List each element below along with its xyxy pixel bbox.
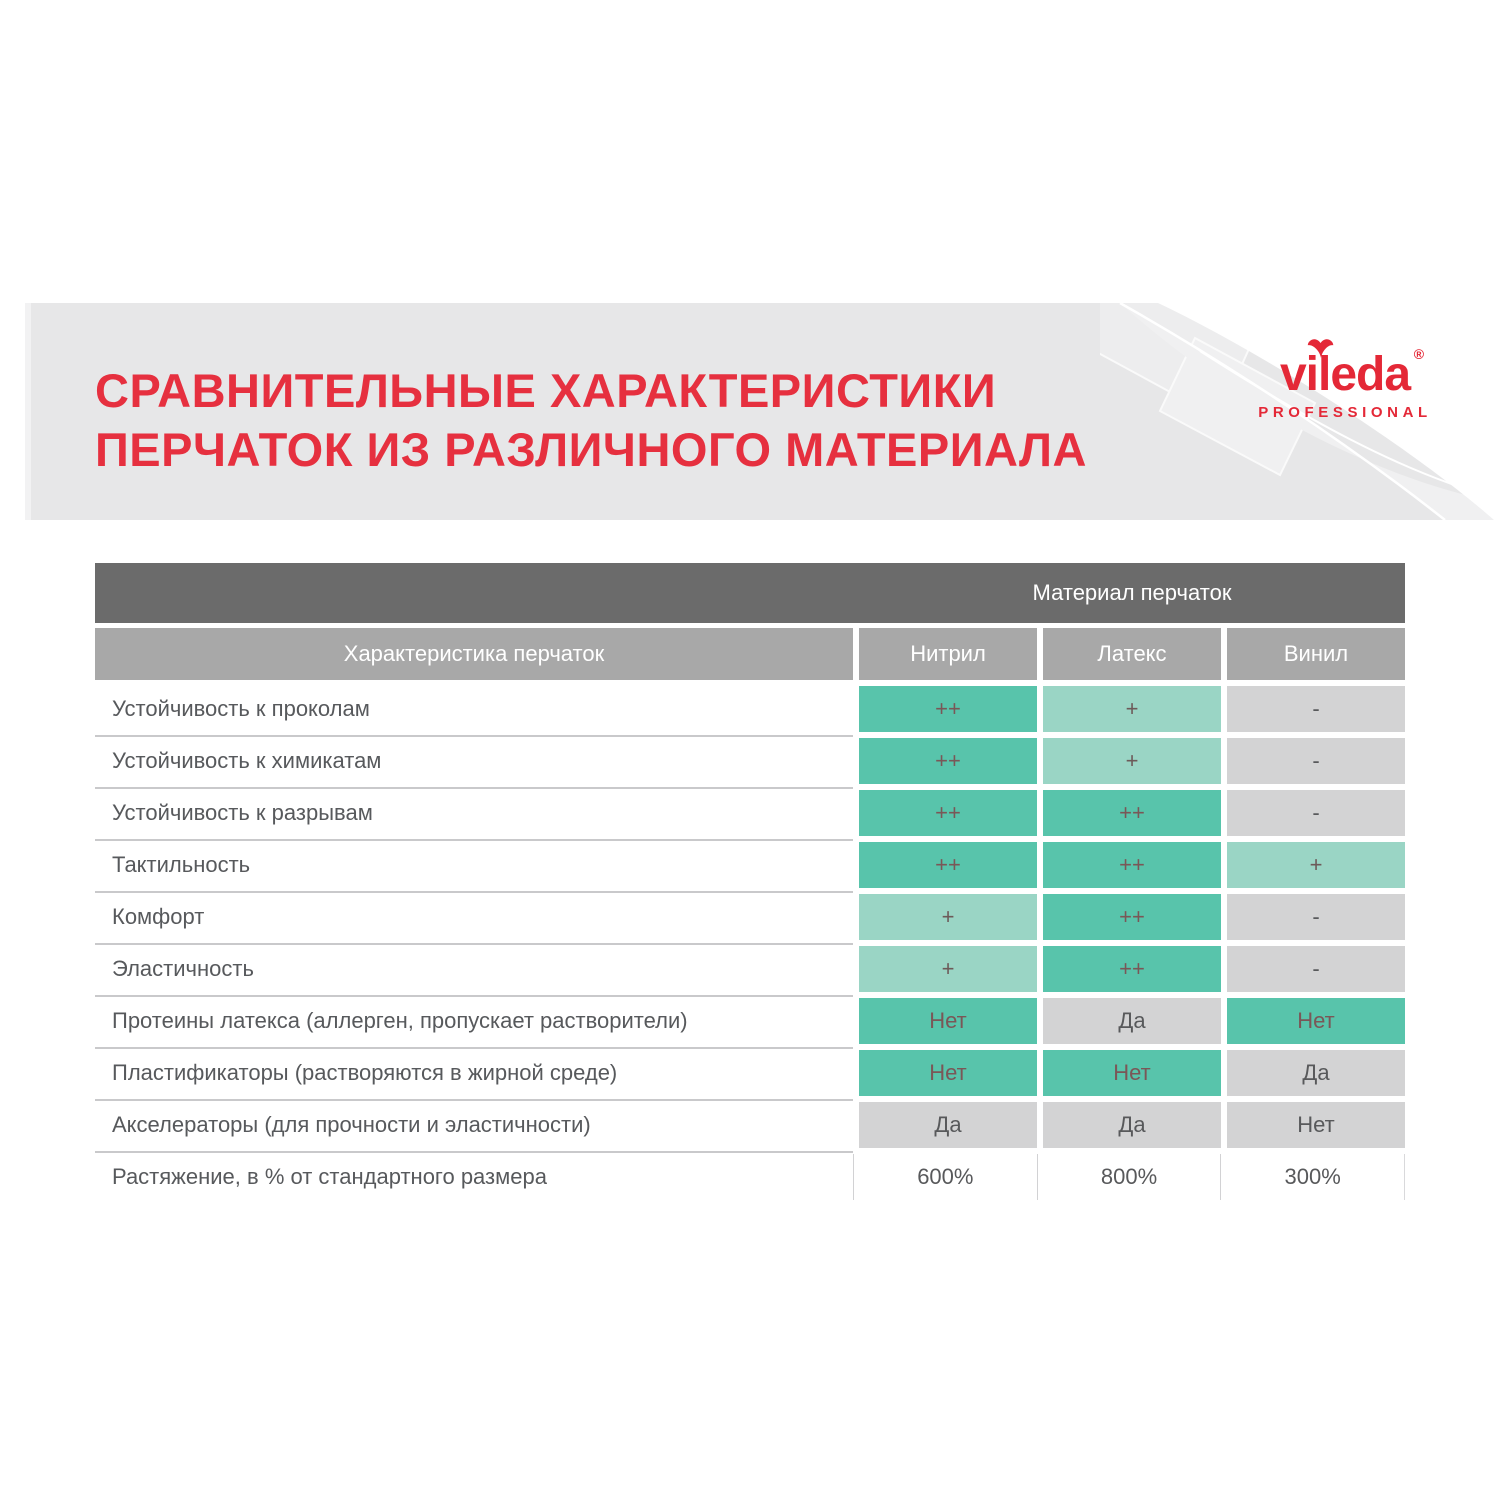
row-label: Устойчивость к химикатам: [95, 738, 853, 784]
value-cell: ++: [859, 738, 1037, 784]
table-row: Тактильность ++ ++ +: [95, 842, 1405, 893]
value-cell: +: [1227, 842, 1405, 888]
table-row: Комфорт + ++ -: [95, 894, 1405, 945]
banner-left-edge: [25, 303, 31, 520]
column-header-row: Характеристика перчаток Нитрил Латекс Ви…: [95, 628, 1405, 680]
value-cell: +: [859, 894, 1037, 940]
vileda-logo: vileda ® PROFESSIONAL: [1240, 339, 1450, 421]
characteristic-header-cell: Характеристика перчаток: [95, 628, 853, 680]
group-header-row: Материал перчаток: [95, 563, 1405, 623]
value-cell: Нет: [859, 1050, 1037, 1096]
swoosh-decoration: [1100, 303, 1500, 520]
row-label: Комфорт: [95, 894, 853, 940]
table-row: Растяжение, в % от стандартного размера …: [95, 1154, 1406, 1200]
group-header-label: Материал перчаток: [1032, 580, 1232, 605]
table-row: Эластичность + ++ -: [95, 946, 1405, 997]
butterfly-icon: [1307, 339, 1334, 358]
value-cell: Нет: [859, 998, 1037, 1044]
value-cell: +: [1043, 686, 1221, 732]
table-row: Акселераторы (для прочности и эластичнос…: [95, 1102, 1405, 1153]
value-cell: -: [1227, 790, 1405, 836]
value-cell: -: [1227, 686, 1405, 732]
row-label: Тактильность: [95, 842, 853, 888]
value-cell: -: [1227, 738, 1405, 784]
table-row: Протеины латекса (аллерген, пропускает р…: [95, 998, 1405, 1049]
value-cell: -: [1227, 946, 1405, 992]
banner: СРАВНИТЕЛЬНЫЕ ХАРАКТЕРИСТИКИ ПЕРЧАТОК ИЗ…: [25, 303, 1500, 520]
value-cell: ++: [1043, 790, 1221, 836]
row-label: Протеины латекса (аллерген, пропускает р…: [95, 998, 853, 1044]
registered-mark: ®: [1413, 346, 1425, 362]
page-title: СРАВНИТЕЛЬНЫЕ ХАРАКТЕРИСТИКИ ПЕРЧАТОК ИЗ…: [95, 361, 1087, 479]
value-cell: Да: [1043, 998, 1221, 1044]
value-cell: +: [859, 946, 1037, 992]
value-cell: Да: [859, 1102, 1037, 1148]
value-cell: ++: [859, 686, 1037, 732]
table-row: Устойчивость к проколам ++ + -: [95, 686, 1405, 737]
row-label: Пластификаторы (растворяются в жирной ср…: [95, 1050, 853, 1096]
material-header-nitrile: Нитрил: [859, 628, 1037, 680]
row-label: Устойчивость к проколам: [95, 686, 853, 732]
material-header-vinyl: Винил: [1227, 628, 1405, 680]
row-label: Устойчивость к разрывам: [95, 790, 853, 836]
comparison-table: Материал перчаток Характеристика перчато…: [95, 563, 1406, 1200]
table-row: Пластификаторы (растворяются в жирной ср…: [95, 1050, 1405, 1101]
value-cell: ++: [1043, 894, 1221, 940]
row-label: Эластичность: [95, 946, 853, 992]
logo-subtitle: PROFESSIONAL: [1258, 404, 1432, 421]
table-row: Устойчивость к разрывам ++ ++ -: [95, 790, 1405, 841]
value-cell: ++: [1043, 842, 1221, 888]
logo-wordmark: vileda: [1279, 348, 1411, 401]
value-cell: Нет: [1227, 1102, 1405, 1148]
value-cell: Да: [1227, 1050, 1405, 1096]
material-header-latex: Латекс: [1043, 628, 1221, 680]
value-cell: Нет: [1227, 998, 1405, 1044]
row-label: Акселераторы (для прочности и эластичнос…: [95, 1102, 853, 1148]
logo-brand-text: vileda ®: [1279, 339, 1424, 401]
value-cell: ++: [1043, 946, 1221, 992]
value-cell: +: [1043, 738, 1221, 784]
value-cell: 600%: [853, 1154, 1037, 1200]
value-cell: ++: [859, 790, 1037, 836]
value-cell: 300%: [1220, 1154, 1406, 1200]
value-cell: 800%: [1036, 1154, 1221, 1200]
table-row: Устойчивость к химикатам ++ + -: [95, 738, 1405, 789]
value-cell: -: [1227, 894, 1405, 940]
page-title-line2: ПЕРЧАТОК ИЗ РАЗЛИЧНОГО МАТЕРИАЛА: [95, 423, 1087, 476]
value-cell: Да: [1043, 1102, 1221, 1148]
page-title-line1: СРАВНИТЕЛЬНЫЕ ХАРАКТЕРИСТИКИ: [95, 364, 997, 417]
value-cell: ++: [859, 842, 1037, 888]
row-label: Растяжение, в % от стандартного размера: [95, 1154, 853, 1200]
value-cell: Нет: [1043, 1050, 1221, 1096]
